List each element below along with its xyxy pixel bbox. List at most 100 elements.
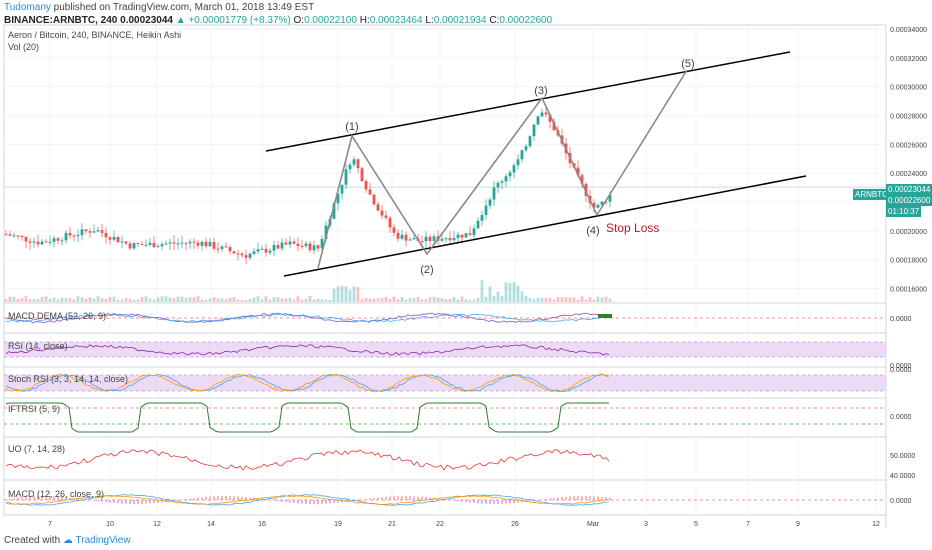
macd-hist <box>453 500 455 501</box>
volume-bar <box>156 297 160 302</box>
macd-hist <box>401 496 403 500</box>
macd-hist <box>405 496 407 500</box>
candle <box>280 242 284 249</box>
tradingview-link[interactable]: TradingView <box>75 535 131 546</box>
macd-hist <box>325 500 327 504</box>
volume-bar <box>284 298 288 302</box>
candle <box>56 238 60 241</box>
macd-hist <box>177 500 179 501</box>
volume-bar <box>180 296 184 302</box>
volume-bar <box>120 299 124 302</box>
volume-bar <box>16 299 20 302</box>
candle <box>156 246 160 248</box>
candle <box>168 242 172 244</box>
volume-bar <box>252 297 256 302</box>
lower-channel-line <box>283 175 807 277</box>
candle <box>264 248 268 253</box>
candle <box>140 244 144 246</box>
macd-hist <box>597 496 599 500</box>
volume-bar <box>64 298 68 302</box>
change-text: ▲ +0.00001779 (+8.37%) <box>175 15 291 26</box>
candle <box>160 244 164 247</box>
x-tick: 10 <box>106 521 114 528</box>
volume-bar <box>560 297 564 302</box>
candle <box>148 242 152 245</box>
candle <box>444 238 448 240</box>
macd-hist <box>549 498 551 500</box>
rsi-label: RSI (14, close) <box>8 341 68 351</box>
macd-hist <box>317 500 319 504</box>
volume-bar <box>356 287 360 302</box>
candle <box>408 239 412 241</box>
candle <box>80 229 84 236</box>
volume-bar <box>340 286 344 302</box>
candle <box>244 255 248 258</box>
volume-bar <box>368 298 372 302</box>
macd-dema-line <box>5 312 610 324</box>
volume-bar <box>496 291 500 302</box>
created-with-text: Created with <box>4 535 61 546</box>
volume-bar <box>596 296 600 302</box>
volume-bar <box>116 299 120 302</box>
macd-hist <box>517 500 519 503</box>
volume-bar <box>236 299 240 302</box>
candle <box>68 232 72 236</box>
volume-bar <box>336 286 340 302</box>
volume-bar <box>512 281 516 302</box>
candles <box>4 105 612 264</box>
candle <box>300 245 304 247</box>
macd-hist <box>553 497 555 500</box>
candle <box>312 245 316 251</box>
volume-bar <box>224 299 228 302</box>
volume-bar <box>472 299 476 302</box>
volume-bar <box>604 296 608 302</box>
macd-hist <box>393 496 395 500</box>
volume-bar <box>316 298 320 302</box>
candle <box>392 227 396 233</box>
volume-bar <box>60 297 64 302</box>
volume-bar <box>384 297 388 302</box>
volume-bar <box>444 299 448 302</box>
candle <box>204 241 208 247</box>
candle <box>84 229 88 232</box>
volume-bar <box>256 296 260 302</box>
candle <box>60 240 64 242</box>
macd-hist <box>361 499 363 501</box>
candle <box>304 243 308 247</box>
macd-hist <box>309 500 311 504</box>
candle <box>240 253 244 256</box>
volume-bar <box>352 286 356 302</box>
macd-hist <box>165 500 167 502</box>
tradingview-logo-icon: ☁ <box>62 535 73 546</box>
x-tick: 21 <box>388 521 396 528</box>
volume-bar <box>600 297 604 302</box>
candle <box>24 236 28 242</box>
candle <box>96 230 100 232</box>
candle <box>360 168 364 182</box>
stop-loss-label: Stop Loss <box>606 221 659 235</box>
volume-bar <box>292 299 296 302</box>
volume-bar <box>188 296 192 302</box>
macd-hist <box>349 500 351 502</box>
candle <box>452 237 456 241</box>
candle <box>524 146 528 151</box>
macd-hist <box>129 500 131 504</box>
macd-hist <box>285 500 287 503</box>
macd-hist <box>97 500 99 502</box>
author-link[interactable]: Tudomany <box>4 2 51 13</box>
candle <box>248 253 252 258</box>
macd-hist <box>213 496 215 500</box>
iftrsi-label: IFTRSI (5, 9) <box>8 404 61 414</box>
iftrsi-line <box>5 402 609 433</box>
elliott-wave-path <box>317 69 688 269</box>
volume-bar <box>140 296 144 302</box>
macd-hist <box>233 496 235 500</box>
volume-bar <box>404 299 408 302</box>
candle <box>164 243 168 245</box>
candle <box>8 234 12 236</box>
price-tick: 0.00026000 <box>890 142 927 149</box>
volume-bar <box>164 296 168 302</box>
macd-signal <box>5 495 610 505</box>
wave-label: (4) <box>586 225 599 237</box>
